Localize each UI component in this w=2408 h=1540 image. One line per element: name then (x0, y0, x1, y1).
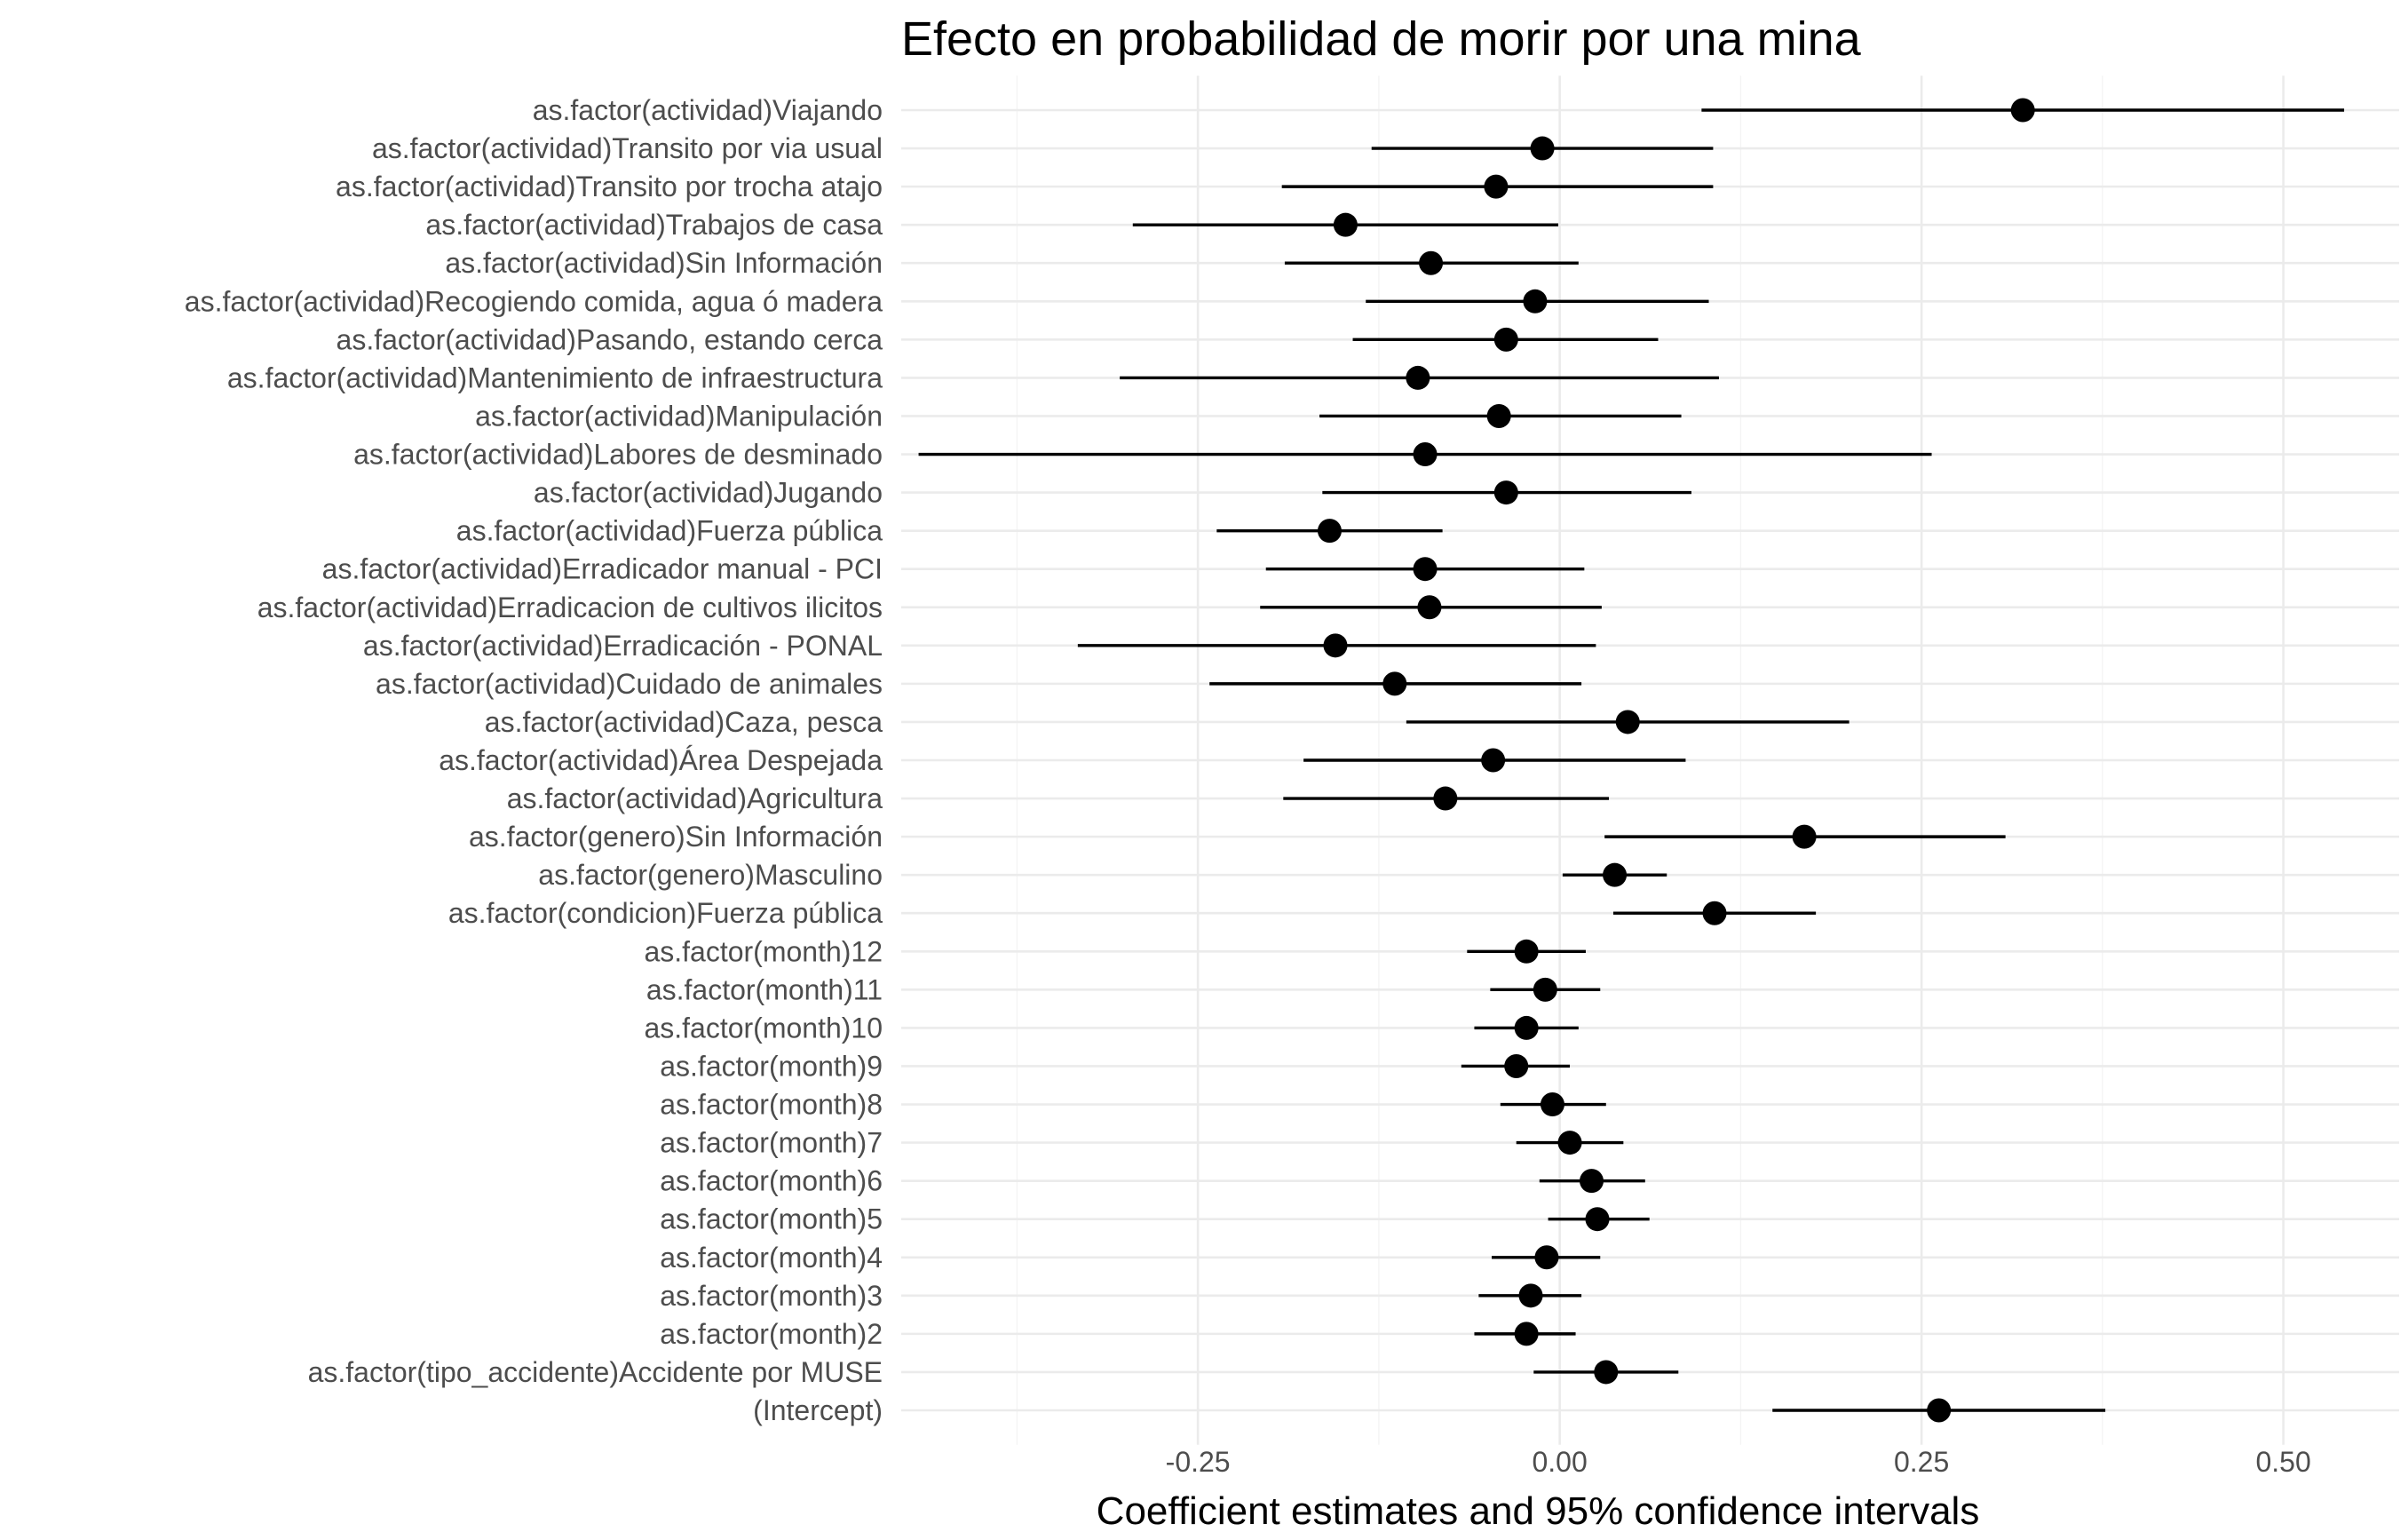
term-label: as.factor(actividad)Caza, pesca (485, 706, 883, 738)
term-labels: as.factor(actividad)Viajando as.factor(ac… (185, 94, 883, 1426)
x-tick-label: 0.00 (1532, 1446, 1587, 1478)
estimate-point (1406, 365, 1430, 390)
term-label: as.factor(actividad)Agricultura (507, 782, 883, 814)
term-label: as.factor(month)6 (660, 1165, 883, 1197)
term-label: as.factor(tipo_accidente)Accidente por M… (308, 1356, 883, 1388)
estimate-point (1417, 595, 1442, 620)
term-label: as.factor(genero)Sin Información (469, 821, 883, 853)
estimate-point (1481, 748, 1506, 773)
estimate-point (1433, 786, 1458, 811)
estimate-point (1382, 671, 1407, 696)
estimate-point (1518, 1283, 1543, 1308)
term-label: as.factor(actividad)Viajando (533, 94, 883, 126)
term-label: as.factor(month)8 (660, 1089, 883, 1121)
estimate-point (1413, 442, 1438, 467)
estimate-point (1603, 862, 1628, 887)
chart-title: Efecto en probabilidad de morir por una … (901, 12, 1862, 66)
estimate-point (1615, 710, 1640, 734)
estimate-point (1533, 977, 1557, 1002)
term-label: as.factor(month)11 (646, 973, 883, 1005)
estimate-point (1413, 557, 1438, 582)
x-axis-title: Coefficient estimates and 95% confidence… (1097, 1489, 1980, 1533)
estimate-point (1514, 939, 1539, 964)
term-label: as.factor(actividad)Cuidado de animales (376, 668, 883, 700)
estimate-point (1486, 403, 1511, 428)
estimate-point (1579, 1169, 1604, 1194)
term-label: as.factor(actividad)Transito por trocha … (336, 171, 883, 202)
term-label: as.factor(actividad)Fuerza pública (456, 515, 883, 547)
x-tick-labels: -0.25 0.00 0.25 0.50 (1166, 1446, 2311, 1478)
term-label: as.factor(actividad)Erradicación - PONAL (363, 630, 883, 662)
term-label: as.factor(actividad)Recogiendo comida, a… (185, 285, 883, 317)
term-label: as.factor(actividad)Pasando, estando cer… (337, 323, 883, 355)
estimate-point (1493, 327, 1518, 352)
estimate-point (1792, 824, 1817, 849)
estimate-point (1534, 1245, 1559, 1270)
estimate-point (1540, 1092, 1564, 1117)
estimate-point (2010, 98, 2035, 123)
estimate-point (1504, 1053, 1529, 1078)
term-label: as.factor(actividad)Sin Información (445, 247, 883, 279)
term-label: as.factor(actividad)Labores de desminado (353, 439, 883, 471)
term-label: as.factor(month)10 (644, 1012, 883, 1044)
term-label: as.factor(actividad)Transito por via usu… (372, 132, 883, 164)
term-label: as.factor(month)9 (660, 1050, 883, 1082)
term-label: (Intercept) (753, 1394, 883, 1426)
term-label: as.factor(genero)Masculino (538, 859, 883, 891)
estimate-point (1323, 633, 1348, 658)
estimate-point (1317, 519, 1342, 544)
estimate-point (1927, 1398, 1952, 1423)
estimate-points (1317, 98, 2035, 1423)
term-label: as.factor(month)12 (644, 935, 883, 967)
term-label: as.factor(month)7 (660, 1127, 883, 1159)
term-label: as.factor(actividad)Erradicador manual -… (322, 553, 883, 585)
estimate-point (1333, 212, 1358, 237)
x-tick-label: 0.25 (1894, 1446, 1949, 1478)
estimate-point (1557, 1131, 1582, 1155)
x-tick-label: -0.25 (1166, 1446, 1231, 1478)
x-tick-label: 0.50 (2255, 1446, 2310, 1478)
term-label: as.factor(month)3 (660, 1280, 883, 1312)
term-label: as.factor(actividad)Área Despejada (439, 744, 883, 776)
estimate-point (1419, 250, 1444, 275)
estimate-point (1514, 1015, 1539, 1040)
term-label: as.factor(actividad)Jugando (534, 477, 883, 509)
estimate-point (1514, 1322, 1539, 1346)
estimate-point (1493, 480, 1518, 505)
term-label: as.factor(actividad)Trabajos de casa (425, 209, 883, 241)
estimate-point (1594, 1360, 1619, 1385)
term-label: as.factor(month)5 (660, 1203, 883, 1235)
estimate-point (1702, 901, 1727, 925)
term-label: as.factor(actividad)Mantenimiento de inf… (227, 361, 883, 393)
estimate-point (1585, 1207, 1610, 1232)
estimate-point (1523, 289, 1548, 314)
estimate-point (1530, 136, 1555, 161)
term-label: as.factor(month)4 (660, 1242, 883, 1274)
term-label: as.factor(condicion)Fuerza pública (448, 897, 883, 929)
term-label: as.factor(month)2 (660, 1318, 883, 1350)
estimate-point (1484, 174, 1509, 199)
term-label: as.factor(actividad)Manipulación (475, 400, 883, 432)
term-label: as.factor(actividad)Erradicacion de cult… (257, 591, 883, 623)
